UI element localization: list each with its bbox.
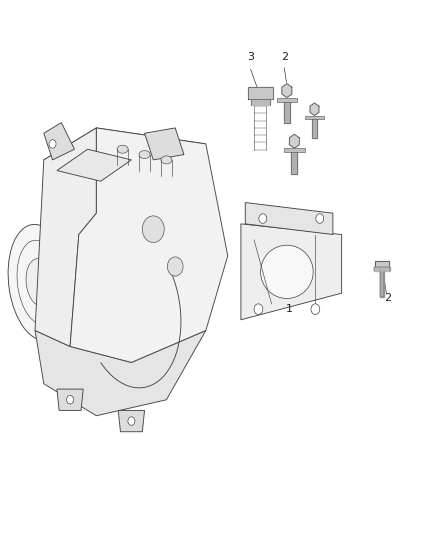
Polygon shape xyxy=(44,128,206,176)
Polygon shape xyxy=(44,123,74,160)
Text: 3: 3 xyxy=(247,52,254,62)
Polygon shape xyxy=(145,128,184,160)
Polygon shape xyxy=(245,203,333,235)
Circle shape xyxy=(67,395,74,404)
Circle shape xyxy=(259,214,267,223)
Polygon shape xyxy=(247,87,273,99)
Text: 2: 2 xyxy=(281,52,288,62)
Circle shape xyxy=(142,216,164,243)
Polygon shape xyxy=(290,134,299,148)
Ellipse shape xyxy=(26,259,53,306)
Ellipse shape xyxy=(139,150,150,159)
Circle shape xyxy=(49,140,56,148)
Polygon shape xyxy=(312,119,317,139)
Polygon shape xyxy=(57,389,83,410)
Polygon shape xyxy=(57,149,131,181)
Text: 1: 1 xyxy=(286,304,293,314)
Polygon shape xyxy=(35,330,206,416)
Circle shape xyxy=(316,214,324,223)
Polygon shape xyxy=(70,128,228,362)
Bar xyxy=(305,116,324,119)
Bar xyxy=(284,148,304,152)
Bar xyxy=(277,98,297,102)
Polygon shape xyxy=(374,266,390,271)
Circle shape xyxy=(128,417,135,425)
Text: 2: 2 xyxy=(385,293,392,303)
Polygon shape xyxy=(35,128,96,346)
Polygon shape xyxy=(374,261,389,266)
Polygon shape xyxy=(251,99,270,105)
Polygon shape xyxy=(241,224,342,320)
Polygon shape xyxy=(284,102,290,123)
Ellipse shape xyxy=(117,145,128,154)
Circle shape xyxy=(311,304,320,314)
Circle shape xyxy=(254,304,263,314)
Circle shape xyxy=(167,257,183,276)
Polygon shape xyxy=(379,271,384,297)
Ellipse shape xyxy=(261,245,313,298)
Ellipse shape xyxy=(8,224,71,341)
Polygon shape xyxy=(118,410,145,432)
Polygon shape xyxy=(310,103,319,116)
Polygon shape xyxy=(291,152,297,174)
Polygon shape xyxy=(282,84,292,98)
Ellipse shape xyxy=(161,156,172,164)
